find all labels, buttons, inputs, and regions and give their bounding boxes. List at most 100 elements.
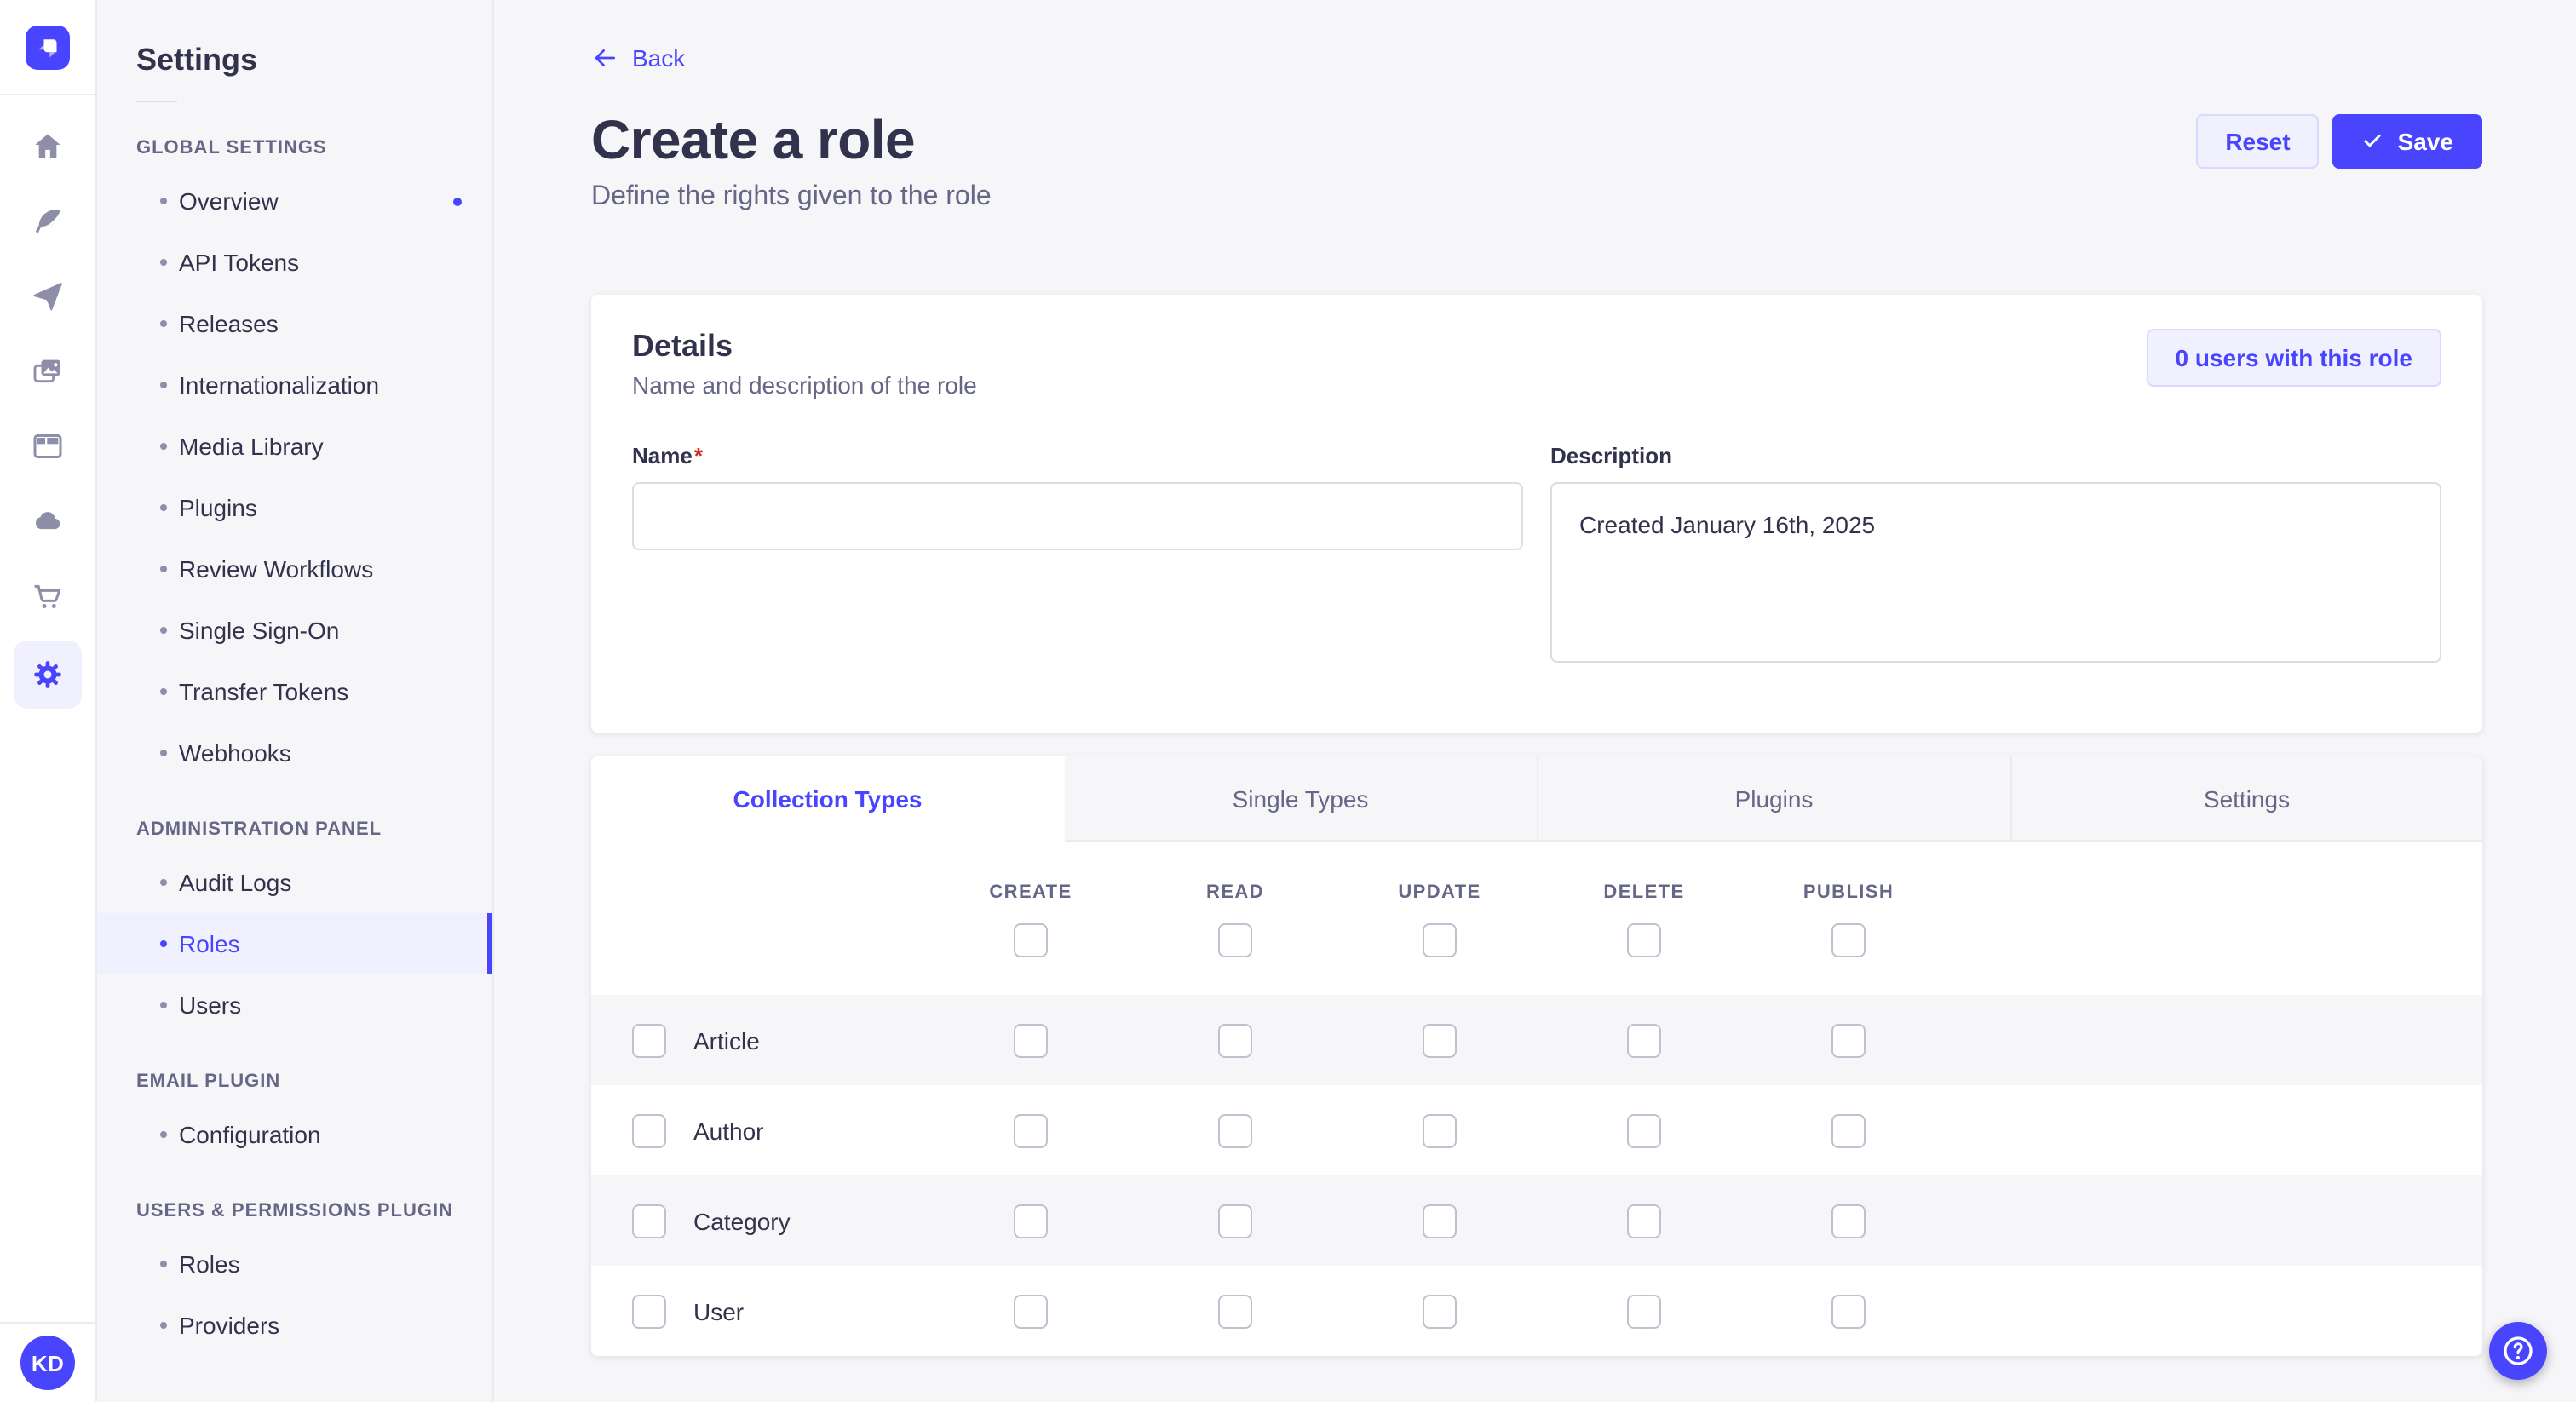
sidebar-item-label: Webhooks: [179, 739, 291, 767]
permission-checkbox[interactable]: [1831, 1113, 1866, 1147]
sidebar-item-media-library[interactable]: Media Library: [95, 416, 492, 477]
avatar-initials: KD: [31, 1350, 65, 1376]
content-nav-item[interactable]: [17, 191, 78, 252]
permission-checkbox[interactable]: [1218, 1204, 1252, 1238]
name-field-group: Name *: [632, 443, 1523, 671]
role-description-textarea[interactable]: Created January 16th, 2025: [1550, 482, 2441, 663]
table-row-article: Article: [591, 995, 2482, 1085]
select-all-update-checkbox[interactable]: [1423, 923, 1457, 957]
sidebar-item-webhooks[interactable]: Webhooks: [95, 722, 492, 784]
select-all-publish-checkbox[interactable]: [1831, 923, 1866, 957]
sidebar-item-single-sign-on[interactable]: Single Sign-On: [95, 600, 492, 661]
tab-single-types[interactable]: Single Types: [1064, 756, 1537, 842]
column-header-read: READ: [1206, 882, 1264, 903]
cloud-nav-item[interactable]: [17, 491, 78, 552]
sidebar-item-label: Transfer Tokens: [179, 678, 349, 705]
layout-icon: [33, 434, 62, 458]
help-button[interactable]: [2489, 1322, 2547, 1380]
select-all-read-checkbox[interactable]: [1218, 923, 1252, 957]
role-name-input[interactable]: [632, 482, 1523, 550]
sidebar-item-up-providers[interactable]: Providers: [95, 1295, 492, 1356]
page-title: Create a role: [591, 109, 916, 170]
permission-checkbox[interactable]: [1627, 1204, 1661, 1238]
permission-checkbox[interactable]: [1014, 1113, 1048, 1147]
strapi-logo[interactable]: [26, 25, 70, 69]
header-actions: Reset Save: [2196, 113, 2482, 168]
sidebar-item-label: Roles: [179, 1250, 240, 1278]
user-avatar[interactable]: KD: [20, 1336, 75, 1390]
sidebar-item-releases[interactable]: Releases: [95, 293, 492, 354]
permission-checkbox[interactable]: [1423, 1294, 1457, 1328]
sidebar-item-roles-active[interactable]: Roles: [95, 913, 492, 974]
permission-checkbox[interactable]: [1014, 1023, 1048, 1057]
logo-area: [0, 0, 95, 95]
permission-checkbox[interactable]: [1627, 1113, 1661, 1147]
sidebar-section-administration-panel: ADMINISTRATION PANEL Audit Logs Roles Us…: [95, 819, 492, 1036]
sidebar-item-api-tokens[interactable]: API Tokens: [95, 232, 492, 293]
sidebar-item-users[interactable]: Users: [95, 974, 492, 1036]
sidebar-item-label: Overview: [179, 187, 279, 215]
select-row-checkbox[interactable]: [632, 1113, 666, 1147]
sidebar-item-audit-logs[interactable]: Audit Logs: [95, 852, 492, 913]
sidebar-item-label: Releases: [179, 310, 279, 337]
tab-collection-types[interactable]: Collection Types: [591, 756, 1064, 842]
permission-checkbox[interactable]: [1423, 1204, 1457, 1238]
section-label: ADMINISTRATION PANEL: [136, 819, 382, 840]
column-header-create: CREATE: [989, 882, 1072, 903]
content-type-builder-nav-item[interactable]: [17, 416, 78, 477]
select-row-checkbox[interactable]: [632, 1023, 666, 1057]
permission-checkbox[interactable]: [1831, 1294, 1866, 1328]
permission-checkbox[interactable]: [1831, 1204, 1866, 1238]
sidebar-item-review-workflows[interactable]: Review Workflows: [95, 538, 492, 600]
feather-icon: [35, 209, 60, 233]
strapi-logo-glyph: [38, 38, 57, 57]
reset-button[interactable]: Reset: [2196, 113, 2320, 168]
marketplace-nav-item[interactable]: [17, 566, 78, 627]
sidebar-item-up-roles[interactable]: Roles: [95, 1233, 492, 1295]
tab-settings[interactable]: Settings: [2010, 756, 2482, 842]
sidebar-item-label: Internationalization: [179, 371, 380, 399]
select-row-checkbox[interactable]: [632, 1204, 666, 1238]
column-header-publish: PUBLISH: [1803, 882, 1895, 903]
select-all-delete-checkbox[interactable]: [1627, 923, 1661, 957]
permission-checkbox[interactable]: [1423, 1023, 1457, 1057]
save-button[interactable]: Save: [2332, 113, 2482, 168]
cloud-icon: [35, 512, 60, 530]
name-label-text: Name: [632, 443, 693, 468]
select-all-create-checkbox[interactable]: [1014, 923, 1048, 957]
permission-checkbox[interactable]: [1014, 1294, 1048, 1328]
permission-checkbox[interactable]: [1014, 1204, 1048, 1238]
permissions-tabs: Collection Types Single Types Plugins Se…: [591, 756, 2482, 842]
sidebar-item-label: Users: [179, 991, 242, 1019]
table-row-author: Author: [591, 1085, 2482, 1175]
main-nav-rail: KD: [0, 0, 97, 1402]
home-nav-item[interactable]: [17, 116, 78, 177]
permission-checkbox[interactable]: [1218, 1023, 1252, 1057]
page-subtitle: Define the rights given to the role: [591, 182, 992, 211]
sidebar-item-plugins[interactable]: Plugins: [95, 477, 492, 538]
sidebar-section-email-plugin: EMAIL PLUGIN Configuration: [95, 1072, 492, 1165]
settings-nav-item[interactable]: [14, 641, 82, 709]
sidebar-item-internationalization[interactable]: Internationalization: [95, 354, 492, 416]
details-card: Details Name and description of the role…: [591, 295, 2482, 733]
permission-checkbox[interactable]: [1423, 1113, 1457, 1147]
sidebar-item-configuration[interactable]: Configuration: [95, 1104, 492, 1165]
select-row-checkbox[interactable]: [632, 1294, 666, 1328]
sidebar-item-transfer-tokens[interactable]: Transfer Tokens: [95, 661, 492, 722]
permission-checkbox[interactable]: [1218, 1113, 1252, 1147]
main-content: Back Create a role Reset Save Define the…: [492, 0, 2576, 1402]
permission-checkbox[interactable]: [1627, 1294, 1661, 1328]
back-link[interactable]: Back: [591, 44, 685, 72]
deploy-nav-item[interactable]: [17, 266, 78, 327]
sidebar-item-overview[interactable]: Overview: [95, 170, 492, 232]
sidebar-item-label: Review Workflows: [179, 555, 374, 583]
details-card-subtitle: Name and description of the role: [632, 371, 977, 399]
arrow-left-icon: [595, 49, 615, 66]
media-library-nav-item[interactable]: [17, 341, 78, 402]
permission-checkbox[interactable]: [1218, 1294, 1252, 1328]
column-header-delete: DELETE: [1603, 882, 1685, 903]
permission-checkbox[interactable]: [1627, 1023, 1661, 1057]
permission-checkbox[interactable]: [1831, 1023, 1866, 1057]
tab-plugins[interactable]: Plugins: [1537, 756, 2010, 842]
